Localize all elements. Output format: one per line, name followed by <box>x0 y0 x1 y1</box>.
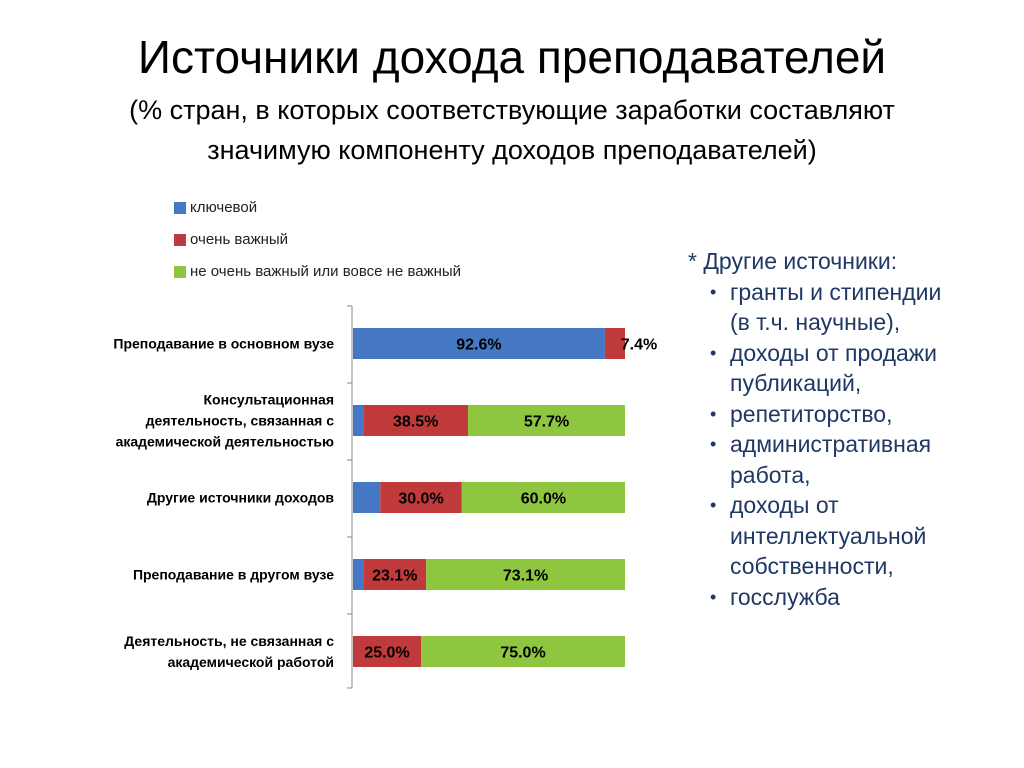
subtitle-line-2: значимую компоненту доходов преподавател… <box>207 135 817 165</box>
data-label: 7.4% <box>621 337 657 354</box>
category-label-line: Консультационная <box>204 392 334 408</box>
data-label: 73.1% <box>503 568 548 585</box>
page-subtitle: (% стран, в которых соответствующие зара… <box>40 90 984 170</box>
note-item: репетиторство, <box>688 399 988 430</box>
data-label: 30.0% <box>398 491 443 508</box>
legend-label: ключевой <box>190 199 258 216</box>
note-list: гранты и стипендии (в т.ч. научные), доход… <box>688 277 988 613</box>
note-item-line: собственности, <box>730 553 894 579</box>
bar-segment <box>604 328 625 359</box>
bar-segment <box>363 559 427 590</box>
note-item-line: доходы от <box>730 492 839 518</box>
bar-segment <box>353 328 605 359</box>
category-label: Преподавание в основном вузе <box>113 336 334 352</box>
legend-item: не очень важный или вовсе не важный <box>174 264 461 280</box>
legend-swatch <box>174 202 186 214</box>
bar-segment <box>380 482 462 513</box>
data-label: 23.1% <box>372 568 417 585</box>
note-item-line: (в т.ч. научные), <box>730 309 901 335</box>
note-item-line: публикаций, <box>730 370 862 396</box>
note-item-line: работа, <box>730 461 811 488</box>
category-label: Деятельность, не связанная с академическо… <box>124 633 334 670</box>
category-label-line: Преподавание в основном вузе <box>113 336 334 352</box>
data-label: 92.6% <box>456 337 501 354</box>
legend-swatch <box>174 234 186 246</box>
note-item: гранты и стипендии (в т.ч. научные), <box>688 277 988 338</box>
note-item-line: госслужба <box>730 583 840 610</box>
page-title: Источники дохода преподавателей <box>137 31 887 83</box>
chart-legend: ключевой очень важный не очень важный или … <box>174 200 461 296</box>
note-item: госслужба <box>688 582 988 613</box>
note-item: административная работа, <box>688 429 988 490</box>
data-label: 57.7% <box>524 414 569 431</box>
bar-segment <box>461 482 625 513</box>
category-label-line: академической работой <box>168 654 334 670</box>
bar-segment <box>421 636 625 667</box>
note-item-line: интеллектуальной <box>730 522 927 549</box>
legend-item: ключевой <box>174 200 461 216</box>
data-label: 60.0% <box>521 491 566 508</box>
bar-segment <box>353 482 381 513</box>
category-label: Другие источники доходов <box>147 490 335 506</box>
category-label: Преподавание в другом вузе <box>133 567 334 583</box>
note-item: доходы от интеллектуальной собственности, <box>688 490 988 582</box>
bar-segment <box>353 636 421 667</box>
category-label-line: Преподавание в другом вузе <box>133 567 334 583</box>
note-item-line: репетиторство, <box>730 400 893 427</box>
bar-segment <box>426 559 625 590</box>
legend-item: очень важный <box>174 232 461 248</box>
bar-segment <box>468 405 625 436</box>
bar-segment <box>353 559 364 590</box>
legend-swatch <box>174 266 186 278</box>
category-label-line: академической деятельностью <box>116 434 334 450</box>
note-item-line: гранты и стипендии <box>730 278 942 305</box>
subtitle-line-1: (% стран, в которых соответствующие зара… <box>129 95 895 125</box>
note-header: * Другие источники: <box>688 248 898 274</box>
category-label-line: Другие источники доходов <box>147 490 335 506</box>
other-sources-note: * Другие источники: гранты и стипендии (в… <box>688 246 988 612</box>
category-label-line: деятельность, связанная с <box>146 413 335 429</box>
note-item-line: административная <box>730 431 932 457</box>
legend-label: не очень важный или вовсе не важный <box>190 263 462 280</box>
legend-label: очень важный <box>190 231 289 248</box>
category-label: Консультационная деятельность, связанная … <box>116 392 335 450</box>
data-label: 25.0% <box>364 645 409 662</box>
bar-segment <box>363 405 469 436</box>
note-item-line: доходы от продажи <box>730 339 938 366</box>
note-item: доходы от продажи публикаций, <box>688 338 988 399</box>
category-label-line: Деятельность, не связанная с <box>124 633 334 649</box>
bar-segment <box>353 405 364 436</box>
data-label: 38.5% <box>393 414 438 431</box>
data-label: 75.0% <box>500 645 545 662</box>
